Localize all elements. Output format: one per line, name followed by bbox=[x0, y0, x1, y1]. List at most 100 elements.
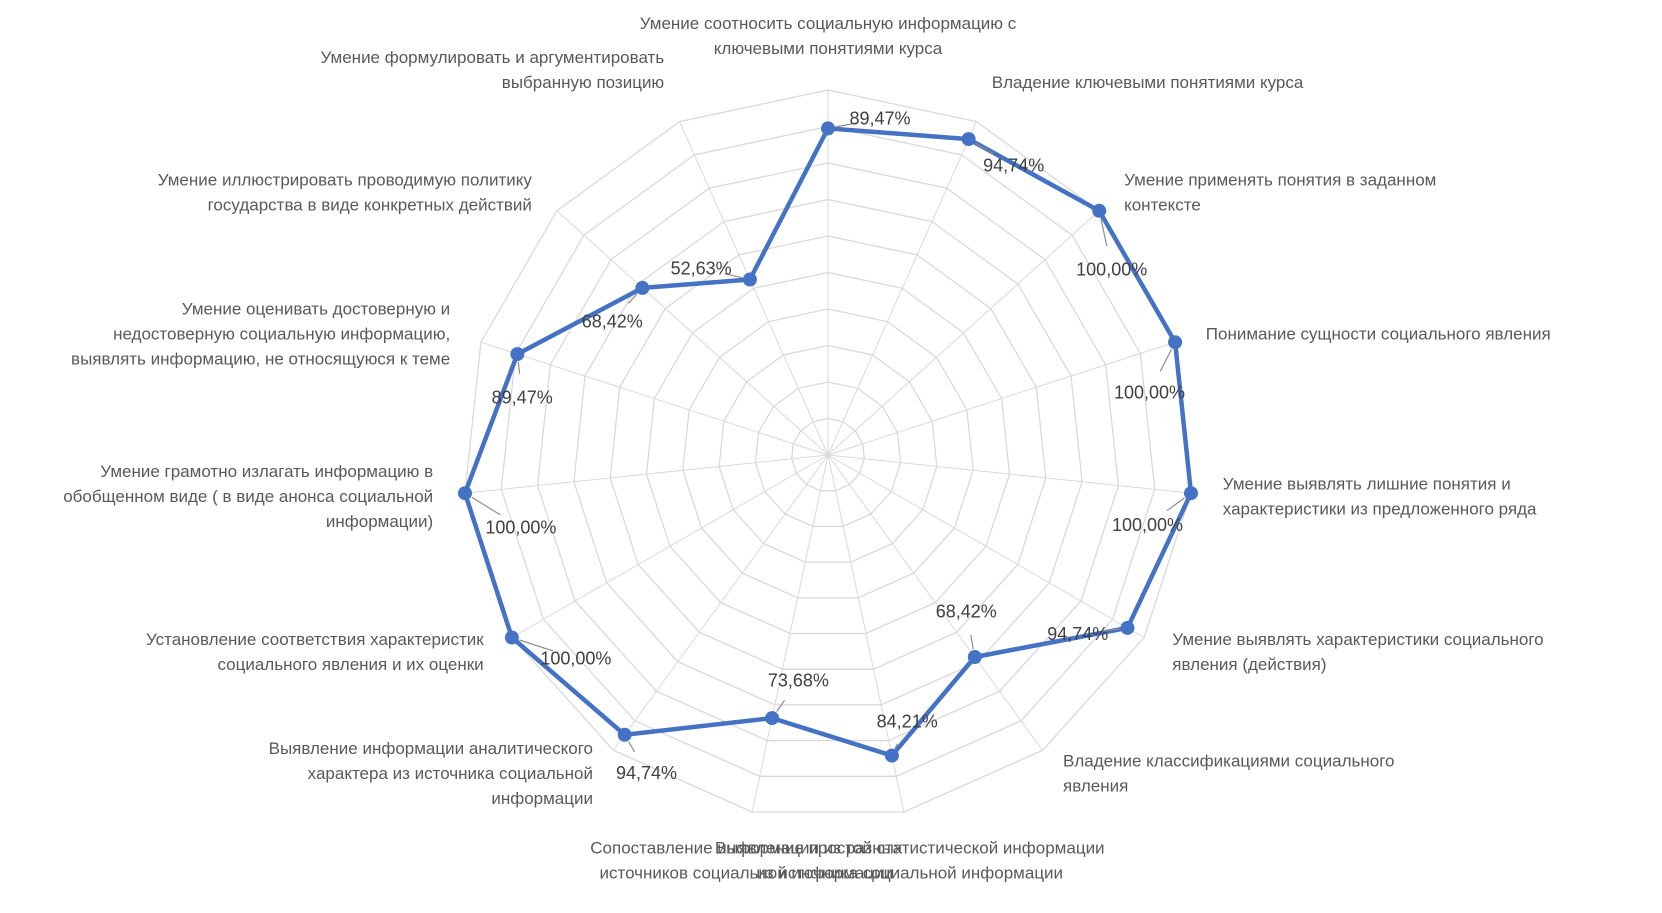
grid-spoke bbox=[613, 454, 829, 751]
leader-line bbox=[1101, 628, 1120, 632]
category-label-line: Умение применять понятия в заданном bbox=[1124, 171, 1436, 190]
grid-spoke bbox=[827, 454, 1145, 638]
data-point bbox=[510, 347, 525, 362]
leader-line bbox=[517, 361, 521, 374]
data-point bbox=[967, 650, 982, 664]
value-label: 94,74% bbox=[983, 156, 1044, 176]
grid-spoke bbox=[827, 454, 1192, 494]
data-point bbox=[765, 711, 780, 726]
grid-ring bbox=[609, 235, 1047, 670]
category-label-line: Умение грамотно излагать информацию в bbox=[100, 462, 433, 481]
value-label: 84,21% bbox=[877, 712, 938, 732]
value-label-leaders bbox=[471, 122, 1185, 753]
category-label: Умение выявлять характеристики социально… bbox=[1172, 630, 1543, 674]
value-label: 89,47% bbox=[492, 388, 553, 408]
value-label: 100,00% bbox=[485, 518, 556, 538]
grid-ring bbox=[791, 417, 865, 492]
value-labels: 89,47% 94,74% 100,00% 100,00% 100,00% 94,74% 6… bbox=[485, 108, 1185, 782]
grid-ring bbox=[500, 125, 1156, 777]
leader-line bbox=[776, 699, 786, 712]
category-label: Умение иллюстрировать проводимую политик… bbox=[158, 171, 533, 215]
data-point bbox=[617, 727, 632, 742]
category-label: Умение выявлять лишние понятия и характер… bbox=[1223, 475, 1537, 519]
category-label: Умение применять понятия в заданном конте… bbox=[1124, 171, 1436, 215]
grid-spoke bbox=[751, 454, 829, 813]
grid-ring bbox=[718, 344, 938, 563]
grid-ring bbox=[682, 308, 974, 599]
grid-ring bbox=[754, 381, 902, 528]
grid-spoke bbox=[464, 454, 829, 494]
grid-ring bbox=[573, 198, 1083, 706]
category-label-line: выявлять информацию, не относящуюся к те… bbox=[71, 350, 450, 369]
category-label-line: Умение соотносить социальную информацию … bbox=[640, 14, 1017, 33]
value-label: 100,00% bbox=[540, 648, 611, 668]
leader-line bbox=[970, 634, 974, 650]
category-label: Выявление информации аналитического харак… bbox=[269, 739, 593, 808]
value-label: 100,00% bbox=[1076, 260, 1147, 280]
grid-spoke bbox=[556, 210, 829, 456]
category-label: Умение оценивать достоверную и недостовер… bbox=[71, 300, 450, 369]
value-label: 89,47% bbox=[849, 108, 910, 128]
category-label-line: Владение классификациями социального bbox=[1063, 751, 1394, 770]
category-label-line: ключевыми понятиями курса bbox=[714, 39, 943, 58]
category-label-line: контексте bbox=[1124, 196, 1201, 215]
category-label-line: Сопоставление информации из разных bbox=[590, 838, 903, 857]
category-label: Понимание сущности социального явления bbox=[1206, 325, 1551, 344]
data-point bbox=[504, 630, 519, 645]
value-label: 100,00% bbox=[1112, 515, 1183, 535]
category-label-line: Умение выявлять характеристики социально… bbox=[1172, 630, 1543, 649]
leader-line bbox=[471, 496, 501, 516]
category-label-line: Понимание сущности социального явления bbox=[1206, 325, 1551, 344]
category-label-line: государства в виде конкретных действий bbox=[208, 196, 532, 215]
category-label-line: Установление соответствия характеристик bbox=[146, 630, 484, 649]
leader-line bbox=[519, 639, 554, 652]
category-label: Выявление простой статистической информа… bbox=[715, 838, 1105, 882]
category-label-line: Умение иллюстрировать проводимую политик… bbox=[158, 171, 533, 190]
radar-grid bbox=[464, 89, 1192, 813]
category-label: Установление соответствия характеристик с… bbox=[146, 630, 484, 674]
category-label-line: Выявление информации аналитического bbox=[269, 739, 593, 758]
grid-spoke bbox=[827, 341, 1176, 456]
grid-spoke bbox=[480, 341, 829, 456]
category-label-line: характеристики из предложенного ряда bbox=[1223, 500, 1537, 519]
value-label: 94,74% bbox=[1047, 624, 1108, 644]
series-line bbox=[462, 126, 1194, 758]
grid-spoke bbox=[827, 121, 977, 456]
value-label: 73,68% bbox=[768, 671, 829, 691]
category-label-line: социального явления и их оценки bbox=[217, 655, 483, 674]
category-label: Умение формулировать и аргументировать вы… bbox=[321, 48, 665, 92]
grid-spoke bbox=[511, 454, 829, 638]
data-point bbox=[884, 748, 899, 763]
value-label: 100,00% bbox=[1114, 383, 1185, 403]
data-point bbox=[1120, 620, 1135, 635]
category-label-line: из источника социальной информации bbox=[756, 863, 1063, 882]
category-label: Владение классификациями социального явле… bbox=[1063, 751, 1394, 795]
category-label-line: Умение формулировать и аргументировать bbox=[321, 48, 665, 67]
leader-line bbox=[1159, 349, 1173, 372]
value-label: 68,42% bbox=[936, 601, 997, 621]
category-label-line: информации) bbox=[326, 512, 433, 531]
category-label-line: Умение выявлять лишние понятия и bbox=[1223, 475, 1511, 494]
category-label-line: информации bbox=[491, 789, 593, 808]
leader-line bbox=[975, 142, 994, 155]
data-point bbox=[961, 132, 976, 147]
leader-line bbox=[1100, 218, 1108, 247]
leader-line bbox=[628, 741, 636, 753]
category-label: Умение соотносить социальную информацию … bbox=[640, 14, 1017, 58]
grid-ring bbox=[645, 271, 1011, 635]
grid-spoke bbox=[827, 210, 1100, 456]
data-point bbox=[1168, 335, 1183, 350]
leader-line bbox=[1166, 497, 1185, 512]
category-label-line: источников социальной информации bbox=[600, 863, 894, 882]
grid-spoke bbox=[827, 454, 1043, 751]
category-label-line: недостоверную социальную информацию, bbox=[113, 325, 450, 344]
data-point bbox=[635, 280, 650, 295]
category-label-line: явления bbox=[1063, 776, 1128, 795]
value-label: 94,74% bbox=[616, 763, 677, 783]
leader-line bbox=[835, 122, 857, 128]
radar-series bbox=[458, 121, 1198, 763]
leader-line bbox=[724, 273, 743, 279]
category-label: Умение грамотно излагать информацию в обо… bbox=[63, 462, 433, 531]
category-label: Владение ключевыми понятиями курса bbox=[992, 73, 1304, 92]
